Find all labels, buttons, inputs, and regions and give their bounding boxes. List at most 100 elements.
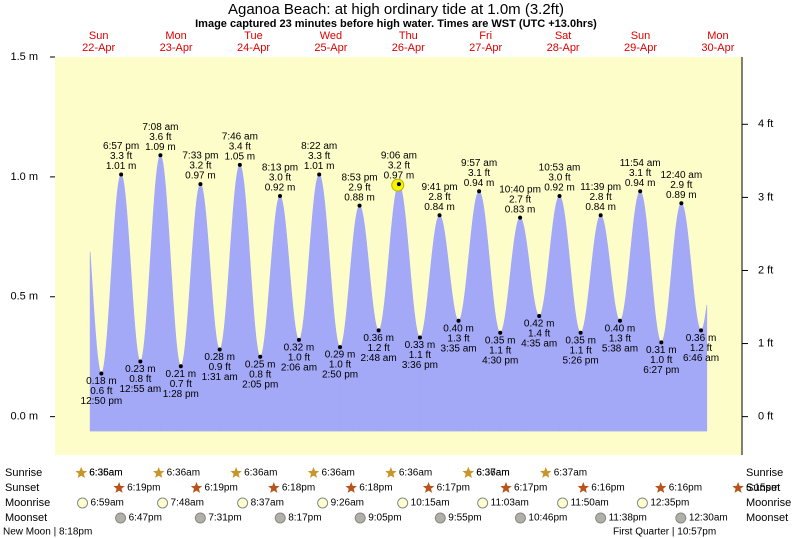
moonrise-time: 10:15am [411, 498, 450, 509]
tide-height-m: 0.33 m [405, 340, 436, 351]
sunrise-icon [385, 467, 397, 478]
tide-area [639, 190, 662, 432]
sunset-icon [190, 482, 203, 493]
tide-height-ft: 1.1 ft [409, 350, 431, 361]
moonrise-icon [317, 497, 329, 509]
moonrise-icon [477, 497, 489, 509]
tide-height-m: 0.88 m [344, 192, 375, 203]
tide-height-m: 0.21 m [166, 369, 197, 380]
tide-point [258, 354, 263, 359]
tide-time: 6:57 pm [103, 141, 139, 152]
tide-height-ft: 1.0 ft [650, 355, 672, 366]
moonrise-icon [636, 497, 648, 509]
y-tick-label: 1.5 m [10, 51, 38, 63]
tide-time: 2:06 am [281, 363, 317, 374]
tide-height-m: 0.36 m [686, 333, 717, 344]
tide-height-m: 0.31 m [646, 345, 677, 356]
tide-time: 9:41 pm [421, 182, 457, 193]
moon-phase: New Moon | 8:18pm [3, 527, 92, 538]
sunrise-icon [307, 467, 320, 478]
tide-height-m: 0.83 m [505, 204, 536, 215]
tide-height-ft: 3.3 ft [110, 151, 132, 162]
tide-point [317, 172, 322, 177]
sunrise-time: 6:36am [399, 468, 432, 479]
moonset-row-label: Moonset [5, 512, 47, 524]
tide-height-ft: 2.8 ft [590, 192, 612, 203]
tide-time: 1:31 am [202, 372, 238, 383]
day-weekday: Mon [707, 30, 728, 42]
tide-time: 7:33 pm [182, 151, 218, 162]
moonrise-icon [237, 497, 249, 509]
day-date: 30-Apr [701, 42, 734, 54]
tide-time: 3:35 am [440, 343, 476, 354]
moonset-icon [115, 512, 127, 524]
tide-time: 6:46 am [683, 353, 719, 364]
moonset-time: 11:38pm [609, 513, 647, 524]
sunset-row-label: Sunset [746, 482, 780, 494]
tide-time: 8:22 am [301, 141, 337, 152]
y2-tick-label: 1 ft [758, 337, 773, 349]
day-date: 29-Apr [624, 42, 657, 54]
tide-point [456, 318, 461, 323]
tide-point [178, 364, 183, 369]
tide-point [537, 313, 542, 318]
day-weekday: Tue [244, 30, 263, 42]
day-date: 24-Apr [237, 42, 270, 54]
tide-height-m: 0.40 m [605, 323, 636, 334]
tide-point [119, 172, 124, 177]
sunrise-row-label: Sunrise [746, 467, 783, 479]
tide-point [237, 162, 242, 167]
moonset-time: 9:55pm [448, 513, 481, 524]
tide-point [518, 215, 523, 220]
day-date: 23-Apr [160, 42, 193, 54]
tide-area [180, 183, 201, 432]
tide-area [160, 154, 182, 432]
tide-height-m: 0.92 m [544, 183, 575, 194]
tide-time: 11:39 pm [580, 182, 621, 193]
tide-area [120, 173, 141, 432]
moonrise-time: 8:37am [251, 498, 284, 509]
tide-point [659, 340, 664, 345]
tide-height-m: 1.09 m [145, 142, 176, 153]
day-weekday: Thu [399, 30, 418, 42]
tide-time: 11:54 am [620, 158, 661, 169]
tide-time: 12:50 pm [81, 396, 123, 407]
tide-height-m: 0.84 m [424, 202, 455, 213]
y2-tick-label: 0 ft [758, 411, 773, 423]
tide-point [277, 194, 282, 199]
moonrise-icon [157, 497, 169, 509]
sunset-icon [268, 482, 280, 493]
sunrise-icon [153, 467, 165, 478]
sunset-icon [422, 482, 435, 493]
tide-time: 5:26 pm [563, 355, 599, 366]
tide-height-ft: 1.1 ft [489, 345, 511, 356]
tide-height-ft: 1.0 ft [329, 360, 351, 371]
tide-point [498, 330, 503, 335]
tide-height-ft: 2.9 ft [348, 182, 370, 193]
sunset-time: 6:15pm [746, 483, 779, 494]
tide-height-ft: 3.2 ft [189, 161, 211, 172]
tide-height-m: 0.23 m [125, 364, 156, 375]
y2-tick-label: 2 ft [758, 264, 773, 276]
day-weekday: Mon [165, 30, 186, 42]
moonset-time: 12:30am [689, 513, 728, 524]
tide-point [578, 330, 583, 335]
sunset-time: 6:19pm [127, 483, 160, 494]
tide-height-m: 0.40 m [443, 323, 474, 334]
moonset-time: 9:05pm [368, 513, 401, 524]
tide-time: 4:35 am [521, 339, 557, 350]
tide-height-m: 0.35 m [565, 335, 596, 346]
tide-time: 9:06 am [381, 151, 417, 162]
sunset-icon [577, 482, 589, 493]
sunrise-time: 6:36am [244, 468, 277, 479]
tide-area [259, 195, 281, 432]
moonrise-time: 11:50am [571, 498, 609, 509]
sunset-time: 6:18pm [282, 483, 315, 494]
tide-time: 2:48 am [361, 353, 397, 364]
tide-point [158, 153, 163, 158]
sunset-icon [113, 482, 125, 493]
tide-height-m: 0.36 m [363, 333, 394, 344]
tide-time: 3:36 pm [402, 360, 438, 371]
tide-height-m: 0.97 m [185, 171, 216, 182]
